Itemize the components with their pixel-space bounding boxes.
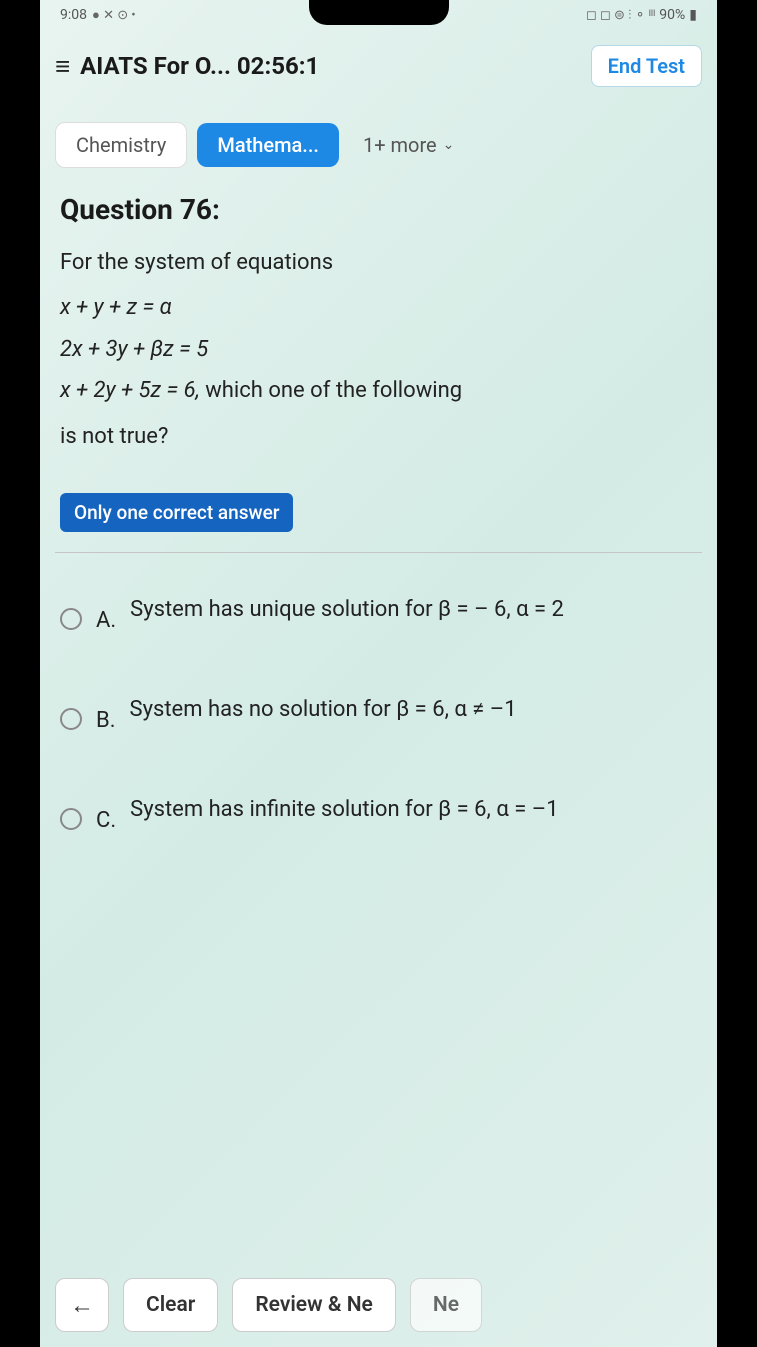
status-right: ◻ ◻ ⊜ ⫶ ⚬ ᴵᴵᴵ 90% ▮ — [586, 7, 697, 23]
app-title: AIATS For O... 02:56:1 — [80, 52, 580, 80]
end-test-button[interactable]: End Test — [591, 45, 702, 87]
app-header: ≡ AIATS For O... 02:56:1 End Test — [40, 30, 717, 102]
subject-tabs: Chemistry Mathema... 1+ more ⌄ — [40, 102, 717, 193]
equation-3-line: x + 2y + 5z = 6, which one of the follow… — [60, 372, 697, 409]
tab-chemistry[interactable]: Chemistry — [55, 122, 187, 168]
radio-a[interactable] — [60, 608, 82, 630]
arrow-left-icon: ← — [70, 1291, 94, 1320]
tab-mathematics[interactable]: Mathema... — [197, 123, 339, 167]
next-button[interactable]: Ne — [410, 1278, 482, 1332]
option-b-label: B. — [96, 708, 116, 733]
radio-b[interactable] — [60, 708, 82, 730]
divider — [55, 552, 702, 553]
chevron-down-icon: ⌄ — [443, 137, 455, 153]
status-icons-left: ● ✕ ⊙ • — [92, 7, 136, 23]
tab-more[interactable]: 1+ more ⌄ — [349, 123, 468, 167]
radio-c[interactable] — [60, 808, 82, 830]
option-b[interactable]: B. System has no solution for β = 6, α ≠… — [60, 693, 697, 733]
status-left: 9:08 ● ✕ ⊙ • — [60, 7, 136, 23]
options-list: A. System has unique solution for β = – … — [40, 593, 717, 833]
bottom-bar: ← Clear Review & Ne Ne — [55, 1278, 702, 1332]
option-a-text: System has unique solution for β = – 6, … — [130, 593, 564, 626]
question-intro: For the system of equations — [60, 244, 697, 281]
hamburger-icon[interactable]: ≡ — [55, 51, 70, 82]
review-next-button[interactable]: Review & Ne — [232, 1278, 396, 1332]
clear-button[interactable]: Clear — [123, 1278, 218, 1332]
battery-icon: ▮ — [689, 7, 697, 23]
option-b-text: System has no solution for β = 6, α ≠ –1 — [130, 693, 517, 726]
option-c[interactable]: C. System has infinite solution for β = … — [60, 793, 697, 833]
equation-2: 2x + 3y + βz = 5 — [60, 331, 697, 368]
equation-3: x + 2y + 5z = 6, — [60, 378, 200, 403]
question-number: Question 76: — [60, 193, 697, 226]
option-a-label: A. — [96, 608, 116, 633]
back-button[interactable]: ← — [55, 1278, 109, 1332]
battery-percent: 90% — [659, 7, 685, 23]
notch — [309, 0, 449, 25]
question-tail-2: is not true? — [60, 418, 697, 455]
option-a[interactable]: A. System has unique solution for β = – … — [60, 593, 697, 633]
signal-icons: ◻ ◻ ⊜ ⫶ ⚬ ᴵᴵᴵ — [586, 7, 655, 23]
answer-type-badge: Only one correct answer — [60, 493, 293, 532]
status-time: 9:08 — [60, 7, 87, 23]
tab-more-label: 1+ more — [363, 133, 437, 157]
question-section: Question 76: For the system of equations… — [40, 193, 717, 553]
phone-screen: 9:08 ● ✕ ⊙ • ◻ ◻ ⊜ ⫶ ⚬ ᴵᴵᴵ 90% ▮ ≡ AIATS… — [40, 0, 717, 1347]
option-c-text: System has infinite solution for β = 6, … — [130, 793, 558, 826]
question-tail-1: which one of the following — [205, 378, 462, 403]
equation-1: x + y + z = α — [60, 289, 697, 326]
option-c-label: C. — [96, 808, 116, 833]
